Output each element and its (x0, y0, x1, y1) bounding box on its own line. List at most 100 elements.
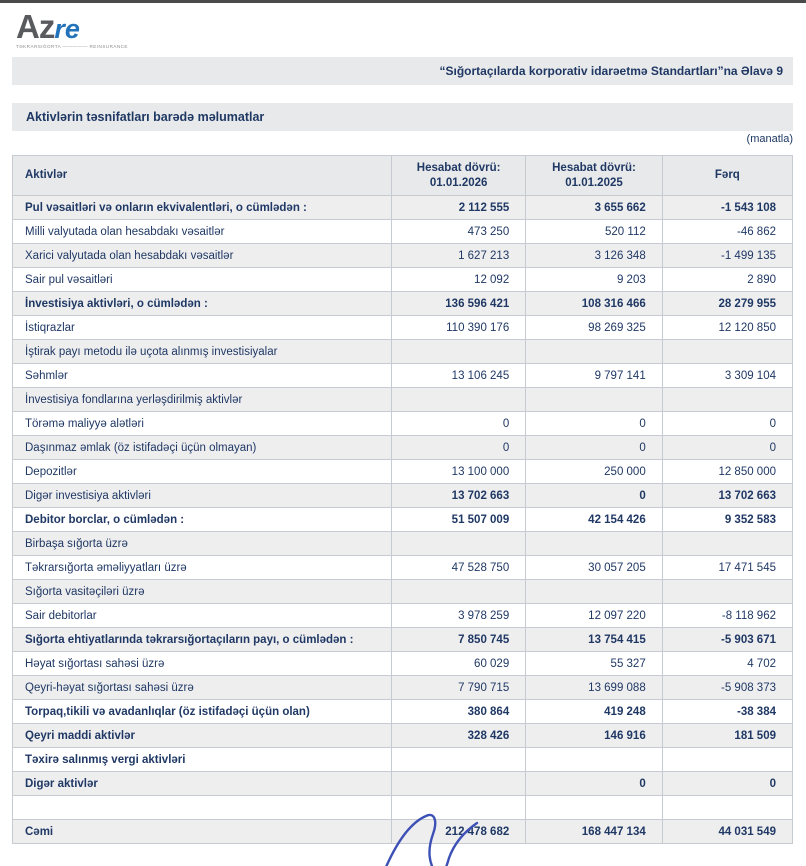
value-cell-2025: 520 112 (525, 219, 663, 244)
diff-cell: 12 850 000 (661, 459, 794, 484)
row-label-cell: Pul vəsaitləri və onların ekvivalentləri… (11, 195, 393, 220)
diff-cell: 0 (661, 411, 794, 436)
value-cell-2026: 3 978 259 (391, 603, 527, 628)
value-cell-2025: 3 126 348 (525, 243, 663, 268)
diff-cell (661, 531, 794, 556)
value-cell-2026: 13 702 663 (391, 483, 527, 508)
diff-cell: -1 543 108 (661, 195, 794, 220)
table-row: Törəmə maliyyə alətləri 0 0 0 (11, 411, 794, 436)
row-label-cell: Qeyri-həyat sığortası sahəsi üzrə (11, 675, 393, 700)
row-label-cell: Təxirə salınmış vergi aktivləri (11, 747, 393, 772)
table-row: Depozitlər 13 100 000 250 000 12 850 000 (11, 459, 794, 484)
value-cell-2025: 250 000 (525, 459, 663, 484)
value-cell-2025: 12 097 220 (525, 603, 663, 628)
table-row: Həyat sığortası sahəsi üzrə 60 029 55 327 4… (11, 651, 794, 676)
value-cell-2025 (525, 579, 663, 604)
col-header-period-2026: Hesabat dövrü: 01.01.2026 (391, 155, 527, 196)
value-cell-2025: 108 316 466 (525, 291, 663, 316)
row-label-cell: İştirak payı metodu ilə uçota alınmış in… (11, 339, 393, 364)
value-cell-2025: 9 797 141 (525, 363, 663, 388)
table-row: Digər investisiya aktivləri 13 702 663 0 13… (11, 483, 794, 508)
value-cell-2025: 168 447 134 (525, 819, 663, 844)
table-row: İstiqrazlar 110 390 176 98 269 325 12 120 8… (11, 315, 794, 340)
value-cell-2025: 0 (525, 411, 663, 436)
table-row: Sığorta ehtiyatlarında təkrarsığortaçıla… (11, 627, 794, 652)
value-cell-2026: 0 (391, 435, 527, 460)
currency-note: (manatla) (746, 133, 793, 145)
row-label-cell: Səhmlər (11, 363, 393, 388)
value-cell-2026: 473 250 (391, 219, 527, 244)
value-cell-2025: 30 057 205 (525, 555, 663, 580)
row-label-cell: Xarici valyutada olan hesabdakı vəsaitlə… (11, 243, 393, 268)
row-label-cell: Təkrarsığorta əməliyyatları üzrə (11, 555, 393, 580)
value-cell-2026 (391, 387, 527, 412)
value-cell-2026: 136 596 421 (391, 291, 527, 316)
diff-cell: -1 499 135 (661, 243, 794, 268)
table-row: İnvestisiya fondlarına yerləşdirilmiş ak… (11, 387, 794, 412)
value-cell-2025: 55 327 (525, 651, 663, 676)
row-label-cell: İnvestisiya aktivləri, o cümlədən : (11, 291, 393, 316)
value-cell-2025: 0 (525, 435, 663, 460)
value-cell-2026 (391, 579, 527, 604)
table-row: Sair pul vəsaitləri 12 092 9 203 2 890 (11, 267, 794, 292)
diff-cell: 0 (661, 435, 794, 460)
row-label-cell: Sığorta ehtiyatlarında təkrarsığortaçıla… (11, 627, 393, 652)
value-cell-2026 (391, 771, 527, 796)
value-cell-2026: 12 092 (391, 267, 527, 292)
col-header-diff: Fərq (661, 155, 794, 196)
table-row: Qeyri-həyat sığortası sahəsi üzrə 7 790 7… (11, 675, 794, 700)
table-header-row: Aktivlər Hesabat dövrü: 01.01.2026 Hesab… (11, 155, 794, 196)
value-cell-2026: 380 864 (391, 699, 527, 724)
annex-note: “Sığortaçılarda korporativ idarəetmə Sta… (439, 64, 783, 78)
annex-band: “Sığortaçılarda korporativ idarəetmə Sta… (12, 57, 793, 85)
diff-cell (661, 339, 794, 364)
table-row: Debitor borclar, o cümlədən :51 507 009 4… (11, 507, 794, 532)
row-label-cell: Sığorta vasitəçiləri üzrə (11, 579, 393, 604)
diff-cell: -8 118 962 (661, 603, 794, 628)
diff-cell: 17 471 545 (661, 555, 794, 580)
value-cell-2026 (391, 531, 527, 556)
col-header-period-2025-line2: 01.01.2025 (565, 176, 623, 189)
diff-cell: 4 702 (661, 651, 794, 676)
value-cell-2026: 110 390 176 (391, 315, 527, 340)
table-row: Daşınmaz əmlak (öz istifadəçi üçün olmay… (11, 435, 794, 460)
table-row: Təkrarsığorta əməliyyatları üzrə 47 528 7… (11, 555, 794, 580)
value-cell-2026: 51 507 009 (391, 507, 527, 532)
value-cell-2026: 0 (391, 411, 527, 436)
value-cell-2025: 419 248 (525, 699, 663, 724)
col-header-period-2025-line1: Hesabat dövrü: (552, 161, 636, 174)
value-cell-2026: 47 528 750 (391, 555, 527, 580)
value-cell-2025: 0 (525, 771, 663, 796)
row-label-cell: Həyat sığortası sahəsi üzrə (11, 651, 393, 676)
value-cell-2025: 13 754 415 (525, 627, 663, 652)
logo-text-re: re (54, 14, 80, 44)
value-cell-2025: 98 269 325 (525, 315, 663, 340)
diff-cell: 12 120 850 (661, 315, 794, 340)
value-cell-2025: 42 154 426 (525, 507, 663, 532)
table-row: Digər aktivlər 0 0 (11, 771, 794, 796)
col-header-period-2026-line1: Hesabat dövrü: (416, 161, 501, 174)
diff-cell: 3 309 104 (661, 363, 794, 388)
value-cell-2025: 13 699 088 (525, 675, 663, 700)
row-label-cell: Digər investisiya aktivləri (11, 483, 393, 508)
table-row: İnvestisiya aktivləri, o cümlədən :136 5… (11, 291, 794, 316)
value-cell-2025: 146 916 (525, 723, 663, 748)
table-row: Səhmlər 13 106 245 9 797 141 3 309 104 (11, 363, 794, 388)
value-cell-2025 (525, 387, 663, 412)
value-cell-2025: 9 203 (525, 267, 663, 292)
value-cell-2025 (525, 339, 663, 364)
diff-cell: 2 890 (661, 267, 794, 292)
value-cell-2026: 328 426 (391, 723, 527, 748)
row-label-cell: Cəmi (11, 819, 393, 844)
value-cell-2026: 7 850 745 (391, 627, 527, 652)
value-cell-2025 (525, 795, 663, 820)
diff-cell: -5 903 671 (661, 627, 794, 652)
row-label-cell: Daşınmaz əmlak (öz istifadəçi üçün olmay… (11, 435, 393, 460)
row-label-cell: Milli valyutada olan hesabdakı vəsaitlər (11, 219, 393, 244)
table-row: Pul vəsaitləri və onların ekvivalentləri… (11, 195, 794, 220)
value-cell-2026: 212 478 682 (391, 819, 527, 844)
diff-cell: 44 031 549 (661, 819, 794, 844)
row-label-cell: Qeyri maddi aktivlər (11, 723, 393, 748)
diff-cell: -38 384 (661, 699, 794, 724)
